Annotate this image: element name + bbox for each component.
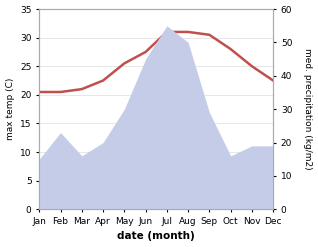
X-axis label: date (month): date (month) (117, 231, 195, 242)
Y-axis label: max temp (C): max temp (C) (5, 78, 15, 140)
Y-axis label: med. precipitation (kg/m2): med. precipitation (kg/m2) (303, 48, 313, 170)
